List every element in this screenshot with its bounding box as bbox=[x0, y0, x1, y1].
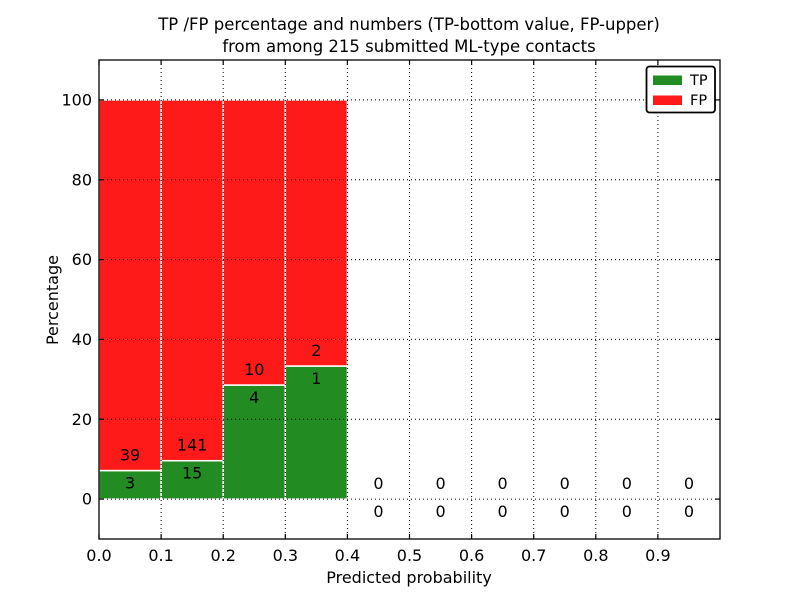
fp-count-label: 10 bbox=[244, 360, 264, 379]
x-tick-label: 0.8 bbox=[583, 546, 608, 565]
legend-swatch-tp bbox=[653, 75, 682, 85]
x-tick-label: 0.9 bbox=[645, 546, 670, 565]
bars-group bbox=[98, 99, 349, 500]
x-tick-label: 0.1 bbox=[148, 546, 173, 565]
x-tick-label: 0.2 bbox=[210, 546, 235, 565]
y-axis-label: Percentage bbox=[43, 255, 62, 345]
fp-count-label: 0 bbox=[498, 474, 508, 493]
bar-fp-segment bbox=[98, 99, 162, 472]
y-tick-label: 100 bbox=[61, 90, 92, 109]
tp-count-label: 0 bbox=[684, 502, 694, 521]
y-tick-label: 40 bbox=[72, 330, 92, 349]
fp-count-label: 0 bbox=[373, 474, 383, 493]
tp-count-label: 4 bbox=[249, 388, 259, 407]
tick-labels-group: 0.0 0.1 0.2 0.3 0.4 0.5 0.6 0.7 0.8 0.90204060801… bbox=[61, 90, 670, 565]
tp-count-label: 0 bbox=[622, 502, 632, 521]
tp-count-label: 3 bbox=[125, 474, 135, 493]
fp-count-label: 0 bbox=[622, 474, 632, 493]
legend-swatch-fp bbox=[653, 95, 682, 105]
bar-fp-segment bbox=[284, 99, 349, 367]
tp-count-label: 0 bbox=[435, 502, 445, 521]
legend-label-tp: TP bbox=[689, 73, 708, 89]
chart-title-line2: from among 215 submitted ML-type contact… bbox=[222, 37, 595, 56]
tp-count-label: 15 bbox=[182, 464, 202, 483]
y-tick-label: 0 bbox=[82, 490, 92, 509]
tp-count-label: 0 bbox=[560, 502, 570, 521]
fp-count-label: 2 bbox=[311, 341, 321, 360]
bar-fp-segment bbox=[222, 99, 287, 386]
bar-fp-segment bbox=[160, 99, 224, 462]
fp-count-label: 0 bbox=[435, 474, 445, 493]
fp-count-label: 39 bbox=[120, 446, 140, 465]
fp-count-label: 0 bbox=[560, 474, 570, 493]
x-axis-label: Predicted probability bbox=[326, 568, 492, 587]
fp-count-label: 141 bbox=[177, 436, 208, 455]
tp-count-label: 0 bbox=[498, 502, 508, 521]
tp-count-label: 0 bbox=[373, 502, 383, 521]
y-tick-label: 60 bbox=[72, 250, 92, 269]
x-tick-label: 0.7 bbox=[521, 546, 546, 565]
chart-title-line1: TP /FP percentage and numbers (TP-bottom… bbox=[157, 15, 660, 34]
tp-count-label: 1 bbox=[311, 369, 321, 388]
y-tick-label: 20 bbox=[72, 410, 92, 429]
x-tick-label: 0.4 bbox=[335, 546, 360, 565]
x-tick-label: 0.0 bbox=[86, 546, 111, 565]
x-tick-label: 0.5 bbox=[397, 546, 422, 565]
x-tick-label: 0.3 bbox=[273, 546, 298, 565]
y-tick-label: 80 bbox=[72, 170, 92, 189]
fp-count-label: 0 bbox=[684, 474, 694, 493]
x-tick-label: 0.6 bbox=[459, 546, 484, 565]
bar-tp-segment bbox=[160, 459, 224, 500]
legend: TP FP bbox=[645, 65, 716, 114]
legend-label-fp: FP bbox=[690, 93, 707, 109]
